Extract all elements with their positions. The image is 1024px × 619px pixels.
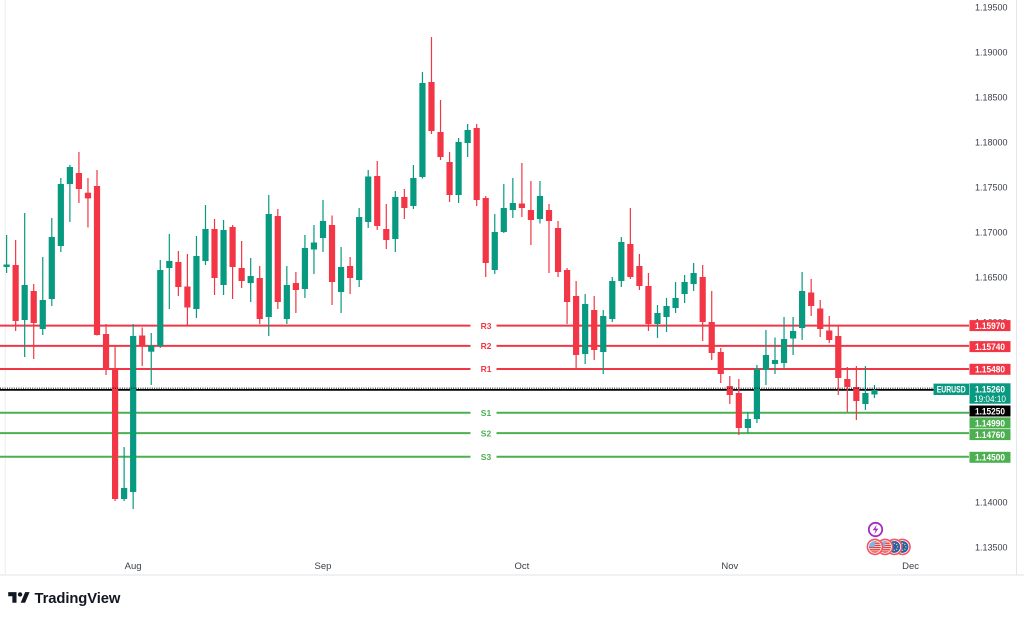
svg-text:S3: S3 — [481, 452, 492, 462]
svg-text:1.15970: 1.15970 — [975, 321, 1005, 332]
svg-text:1.18500: 1.18500 — [975, 93, 1008, 104]
svg-text:1.19500: 1.19500 — [975, 3, 1008, 14]
svg-text:Nov: Nov — [721, 561, 738, 572]
svg-text:S2: S2 — [481, 428, 492, 438]
svg-text:1.18000: 1.18000 — [975, 138, 1008, 149]
svg-text:EURUSD: EURUSD — [937, 384, 966, 394]
svg-text:1.19000: 1.19000 — [975, 48, 1008, 59]
svg-text:R1: R1 — [481, 364, 492, 374]
svg-text:1.15260: 1.15260 — [975, 385, 1005, 396]
svg-text:Dec: Dec — [902, 561, 919, 572]
svg-text:1.14760: 1.14760 — [975, 430, 1005, 441]
svg-text:R2: R2 — [481, 341, 492, 351]
svg-text:1.15740: 1.15740 — [975, 342, 1005, 353]
svg-text:1.17000: 1.17000 — [975, 228, 1008, 239]
svg-text:1.14500: 1.14500 — [975, 453, 1005, 464]
svg-text:19:04:10: 19:04:10 — [974, 394, 1006, 404]
svg-text:S1: S1 — [481, 408, 492, 418]
svg-text:Oct: Oct — [515, 561, 530, 572]
svg-text:1.14990: 1.14990 — [975, 418, 1005, 429]
svg-text:R3: R3 — [481, 321, 492, 331]
svg-text:1.17500: 1.17500 — [975, 183, 1008, 194]
svg-text:TradingView: TradingView — [35, 591, 121, 607]
svg-text:1.13500: 1.13500 — [975, 543, 1008, 554]
svg-text:1.16500: 1.16500 — [975, 273, 1008, 284]
svg-text:Sep: Sep — [315, 561, 332, 572]
svg-text:1.15250: 1.15250 — [975, 406, 1005, 417]
svg-text:1.14000: 1.14000 — [975, 498, 1008, 509]
svg-text:Aug: Aug — [125, 561, 142, 572]
svg-text:1.15480: 1.15480 — [975, 365, 1005, 376]
